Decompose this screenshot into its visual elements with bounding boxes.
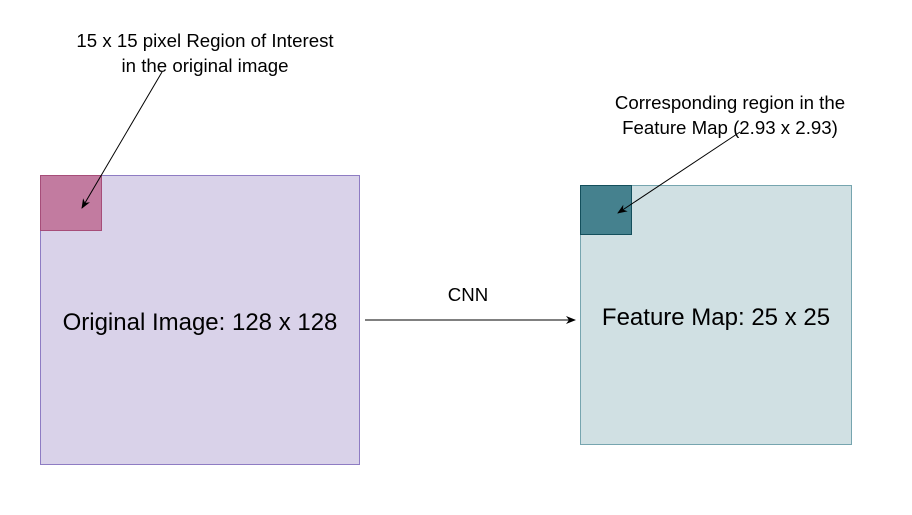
original-image-label: Original Image: 128 x 128 — [41, 309, 359, 337]
cnn-label: CNN — [438, 282, 498, 307]
caption-left: 15 x 15 pixel Region of Interest in the … — [55, 28, 355, 78]
caption-right: Corresponding region in the Feature Map … — [580, 90, 880, 140]
diagram-stage: Original Image: 128 x 128 Feature Map: 2… — [0, 0, 912, 515]
original-roi-box — [40, 175, 102, 231]
feature-roi-box — [580, 185, 632, 235]
feature-map-label: Feature Map: 25 x 25 — [581, 304, 851, 332]
